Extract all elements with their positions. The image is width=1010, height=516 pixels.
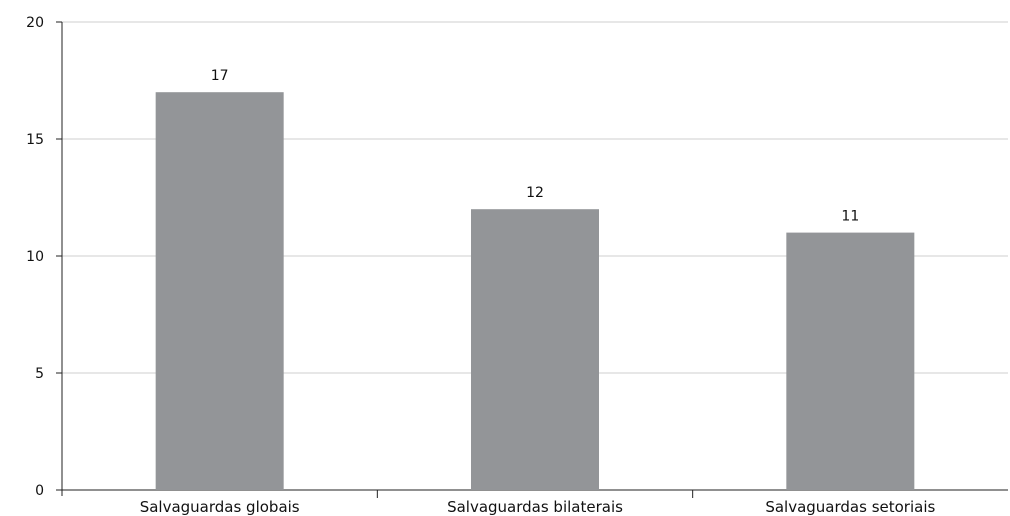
data-label-2: 12 [526, 185, 544, 201]
y-tick-label-20: 20 [26, 15, 44, 31]
x-tick-label-2: Salvaguardas bilaterais [447, 498, 623, 516]
y-tick-label-10: 10 [26, 249, 44, 265]
y-tick-label-5: 5 [35, 366, 44, 382]
data-label-1: 17 [211, 68, 229, 84]
bar-1 [156, 92, 284, 490]
bar-2 [471, 209, 599, 490]
data-label-3: 11 [841, 209, 859, 225]
y-tick-label-15: 15 [26, 132, 44, 148]
y-tick-label-0: 0 [35, 483, 44, 499]
x-tick-label-1: Salvaguardas globais [140, 498, 300, 516]
x-tick-label-3: Salvaguardas setoriais [765, 498, 935, 516]
bar-layer [156, 92, 915, 490]
bar-3 [786, 233, 914, 490]
